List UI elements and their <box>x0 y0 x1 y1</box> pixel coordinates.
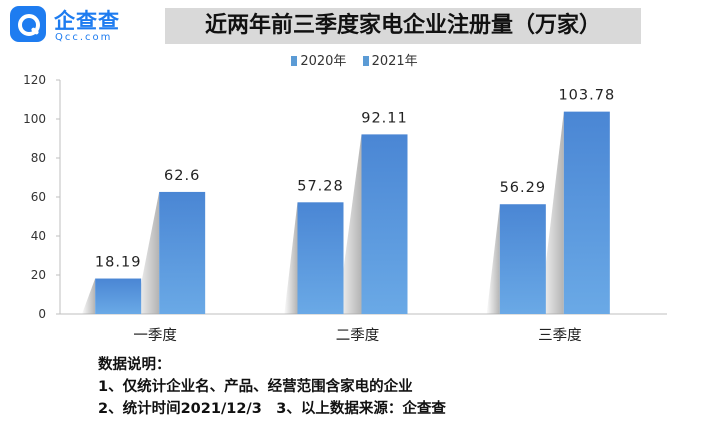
legend-label-2020: 2020年 <box>300 54 347 69</box>
data-label-2020: 56.29 <box>500 180 547 196</box>
y-tick-label: 100 <box>23 112 46 126</box>
legend-label-2021: 2021年 <box>371 54 418 69</box>
data-label-2021: 103.78 <box>558 88 615 104</box>
data-label-2020: 57.28 <box>297 178 344 194</box>
bar-2020 <box>499 204 546 314</box>
y-tick-label: 80 <box>31 151 46 165</box>
notes-line-2: 2、统计时间2021/12/3 3、以上数据来源：企查查 <box>98 401 446 417</box>
data-label-2021: 92.11 <box>361 110 408 126</box>
bar-shadow-2020 <box>82 278 96 314</box>
chart-legend: 2020年 2021年 <box>0 50 709 69</box>
bar-shadow-2020 <box>486 204 500 314</box>
legend-swatch-2021 <box>362 56 369 66</box>
data-label-2021: 62.6 <box>164 168 200 184</box>
data-label-2020: 18.19 <box>95 255 142 271</box>
x-category-label: 二季度 <box>336 327 380 344</box>
qcc-logo-icon <box>10 6 46 42</box>
x-category-label: 一季度 <box>133 327 177 344</box>
x-category-label: 三季度 <box>538 327 582 344</box>
notes-line-1: 1、仅统计企业名、产品、经营范围含家电的企业 <box>98 379 413 395</box>
bar-shadow-2021 <box>135 191 160 314</box>
data-notes: 数据说明： 1、仅统计企业名、产品、经营范围含家电的企业 2、统计时间2021/… <box>98 354 446 420</box>
y-tick-label: 60 <box>31 190 46 204</box>
bar-2020 <box>95 278 142 314</box>
legend-item-2021: 2021年 <box>362 50 418 69</box>
chart-title: 近两年前三季度家电企业注册量（万家） <box>204 13 601 38</box>
qcc-logo: 企查查 Qcc.com <box>10 6 130 46</box>
bar-2021 <box>361 134 408 314</box>
y-tick-label: 120 <box>23 73 46 87</box>
bar-2021 <box>563 111 610 314</box>
legend-swatch-2020 <box>291 56 298 66</box>
y-tick-label: 0 <box>38 307 46 321</box>
bar-2020 <box>297 202 344 314</box>
title-background <box>165 8 641 44</box>
legend-item-2020: 2020年 <box>291 50 346 69</box>
notes-heading: 数据说明： <box>98 357 171 373</box>
y-tick-label: 40 <box>31 229 46 243</box>
bar-shadow-2020 <box>284 202 298 314</box>
bar-2021 <box>159 191 206 314</box>
logo-name: 企查查 <box>54 9 120 33</box>
y-tick-label: 20 <box>31 268 46 282</box>
logo-domain: Qcc.com <box>55 32 113 43</box>
